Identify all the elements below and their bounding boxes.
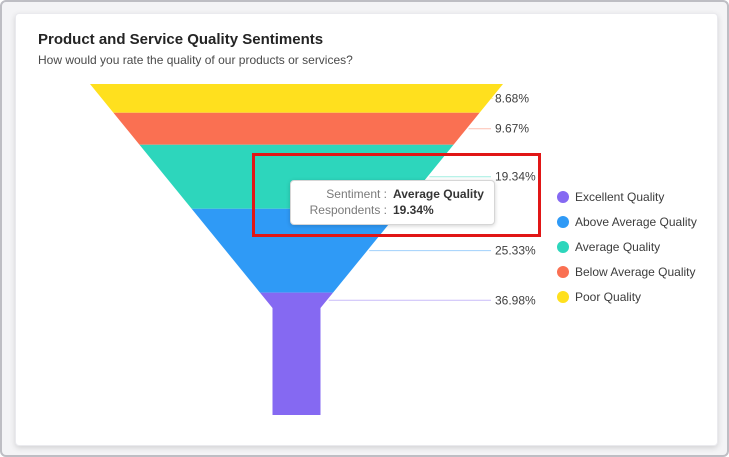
tooltip-value: 19.34% bbox=[393, 203, 434, 217]
funnel-segment-below-average-quality[interactable] bbox=[113, 112, 480, 145]
funnel-segment-excellent-quality[interactable] bbox=[259, 292, 334, 415]
legend-marker-icon bbox=[557, 240, 569, 253]
page-subtitle: How would you rate the quality of our pr… bbox=[38, 53, 353, 67]
legend-item-excellent-quality[interactable]: Excellent Quality bbox=[557, 184, 697, 209]
legend-marker-icon bbox=[557, 190, 569, 203]
legend: Excellent Quality Above Average Quality Av… bbox=[557, 184, 697, 309]
legend-item-label: Average Quality bbox=[575, 239, 661, 254]
legend-marker-icon bbox=[557, 215, 569, 228]
legend-item-above-average-quality[interactable]: Above Average Quality bbox=[557, 209, 697, 234]
legend-item-label: Poor Quality bbox=[575, 289, 642, 304]
data-label-below-average-quality: 9.67% bbox=[495, 122, 529, 136]
data-label-above-average-quality: 25.33% bbox=[495, 244, 536, 258]
legend-item-below-average-quality[interactable]: Below Average Quality bbox=[557, 259, 697, 284]
funnel-segment-poor-quality[interactable] bbox=[90, 84, 503, 113]
tooltip-value: Average Quality bbox=[393, 187, 484, 201]
legend-item-average-quality[interactable]: Average Quality bbox=[557, 234, 697, 259]
data-label-excellent-quality: 36.98% bbox=[495, 293, 536, 307]
legend-marker-icon bbox=[557, 265, 569, 278]
data-label-average-quality: 19.34% bbox=[495, 170, 536, 184]
funnel-segment-above-average-quality[interactable] bbox=[191, 208, 402, 293]
tooltip-label: Respondents : bbox=[309, 203, 387, 217]
legend-item-label: Excellent Quality bbox=[575, 189, 665, 204]
tooltip-row: Sentiment : Average Quality bbox=[299, 186, 484, 202]
tooltip-row: Respondents : 19.34% bbox=[299, 202, 484, 218]
data-label-poor-quality: 8.68% bbox=[495, 91, 529, 105]
highlight-rect bbox=[252, 153, 541, 237]
tooltip-label: Sentiment : bbox=[326, 187, 387, 201]
tooltip: Sentiment : Average Quality Respondents … bbox=[290, 180, 495, 225]
page-title: Product and Service Quality Sentiments bbox=[38, 31, 324, 48]
legend-item-label: Above Average Quality bbox=[575, 214, 697, 229]
legend-marker-icon bbox=[557, 290, 569, 303]
legend-item-poor-quality[interactable]: Poor Quality bbox=[557, 284, 697, 309]
legend-item-label: Below Average Quality bbox=[575, 264, 696, 279]
